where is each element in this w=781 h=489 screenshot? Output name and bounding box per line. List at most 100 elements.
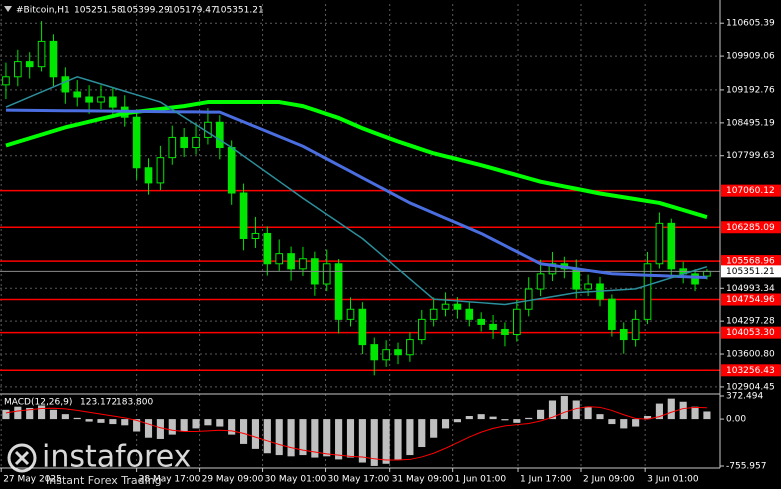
macd-bar	[358, 419, 366, 463]
candle-body	[548, 263, 557, 275]
macd-bar	[109, 419, 117, 425]
candle-body	[251, 232, 260, 240]
macd-bar	[73, 417, 81, 420]
x-tick-label: 31 May 09:00	[392, 475, 454, 485]
level-label: 106285.09	[726, 223, 775, 233]
y-tick-label: 102904.45	[726, 382, 775, 392]
macd-bar	[548, 400, 557, 420]
candle-body	[168, 136, 177, 159]
macd-bar	[311, 419, 319, 458]
macd-title: MACD(12,26,9)	[4, 398, 72, 408]
macd-bar	[430, 419, 438, 438]
macd-bar	[240, 419, 248, 444]
candle-body	[109, 96, 117, 108]
header: #Bitcoin,H1 105251.58 105399.29 105179.4…	[4, 6, 264, 16]
level-label: 105568.96	[726, 257, 775, 267]
x-tick-label: 1 Jun 17:00	[520, 475, 572, 485]
macd-bar	[287, 419, 295, 457]
candle-body	[287, 253, 295, 270]
candle-body	[524, 288, 533, 310]
candle-body	[97, 96, 105, 103]
candle-body	[85, 96, 93, 103]
macd-bar	[26, 407, 34, 420]
macd-bar	[335, 419, 343, 460]
y-tick-label: 104297.28	[726, 317, 775, 327]
candle-body	[417, 318, 426, 341]
macd-bar	[537, 409, 545, 420]
macd-bar	[489, 416, 497, 420]
moving-average	[5, 108, 707, 280]
macd-bar	[667, 398, 675, 420]
level-label: 107060.12	[726, 186, 775, 196]
macd-bar	[49, 409, 58, 420]
x-tick-label: 28 May 17:00	[139, 475, 201, 485]
watermark-logo	[7, 443, 37, 473]
macd-bar	[655, 403, 663, 420]
macd-bar	[121, 419, 129, 426]
candle-body	[180, 136, 188, 149]
price-axis: 110605.39 109909.06 109192.76 108495.19 1077…	[720, 19, 781, 472]
x-tick-label: 30 May 17:00	[328, 475, 390, 485]
candle-body	[477, 318, 486, 325]
price-panel	[0, 21, 720, 376]
y-tick-label: 109909.06	[726, 52, 775, 62]
macd-bar	[572, 400, 580, 420]
symbol-title: #Bitcoin,H1	[16, 6, 70, 16]
macd-y-tick-label: 372.494	[726, 392, 763, 402]
y-tick-label: 110605.39	[726, 19, 775, 29]
current-price-box	[721, 265, 781, 278]
level-label: 103256.43	[726, 366, 775, 376]
candle-body	[215, 121, 224, 149]
y-tick-label: 103600.80	[726, 350, 775, 360]
level-label-box	[721, 293, 781, 306]
candle-body	[13, 61, 22, 78]
header-icon	[4, 6, 12, 12]
time-axis: 27 May 2025 28 May 17:00 29 May 09:00 30 Ma…	[0, 468, 699, 485]
macd-bar	[144, 419, 153, 438]
macd-bar	[406, 419, 414, 456]
candle-body	[358, 308, 367, 346]
macd-bar	[251, 419, 260, 449]
macd-bar	[477, 414, 485, 420]
candle-body	[619, 328, 628, 341]
candle-body	[204, 121, 212, 138]
macd-bar	[156, 419, 164, 439]
current-price-label: 105351.21	[726, 267, 775, 277]
macd-bar	[394, 419, 402, 460]
macd-bar	[85, 419, 93, 422]
macd-bar	[620, 419, 628, 429]
macd-bar	[61, 414, 69, 420]
candle-body	[703, 270, 711, 277]
candle-body	[691, 273, 699, 285]
candle-body	[25, 61, 34, 68]
macd-bar	[703, 411, 711, 420]
candle-body	[132, 116, 141, 169]
candle-body	[643, 263, 652, 320]
candle-body	[631, 318, 640, 341]
candle-body	[299, 258, 307, 270]
candle-body	[61, 76, 70, 93]
candle-body	[667, 222, 676, 270]
ohlc-close: 105351.21	[215, 6, 264, 16]
watermark-tagline: Instant Forex Trading	[46, 474, 162, 487]
y-tick-label: 104993.34	[726, 284, 775, 294]
candle-body	[370, 344, 379, 361]
macd-bar	[299, 419, 307, 456]
candle-body	[584, 283, 592, 290]
macd-bar	[679, 401, 687, 420]
candle-body	[322, 263, 331, 285]
macd-bar	[584, 406, 592, 420]
level-label-box	[721, 255, 781, 268]
x-tick-label: 30 May 01:00	[265, 475, 327, 485]
macd-bar	[370, 419, 378, 466]
candle-body	[156, 157, 165, 184]
macd-bar	[97, 419, 105, 423]
signal-value: 183.800	[116, 398, 153, 408]
macd-bar	[608, 419, 616, 425]
candle-body	[406, 339, 414, 356]
candle-body	[429, 308, 438, 320]
macd-bar	[441, 419, 450, 429]
candle-body	[382, 349, 390, 361]
level-label-box	[721, 326, 781, 339]
macd-bar	[691, 406, 699, 420]
